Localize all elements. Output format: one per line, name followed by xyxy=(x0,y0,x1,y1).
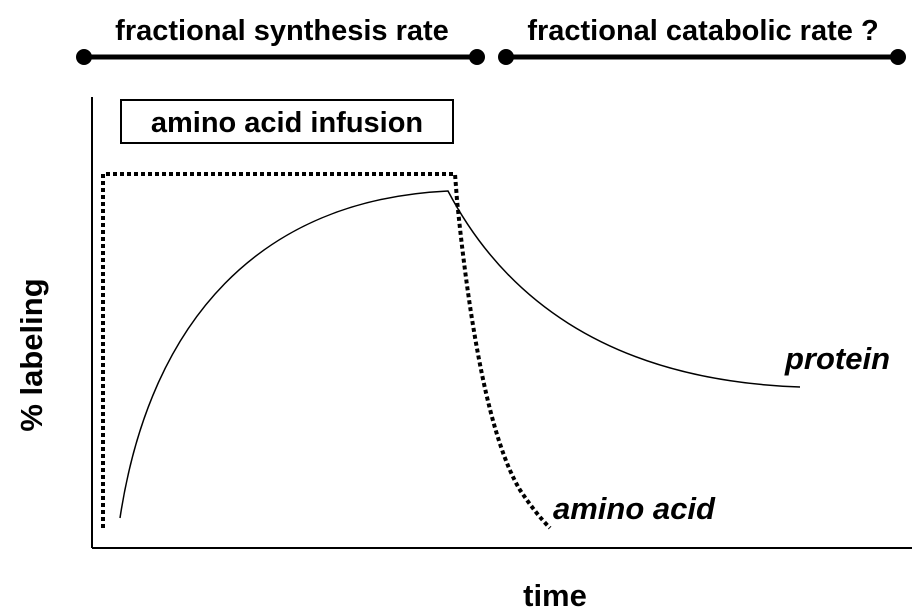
amino-acid-label: amino acid xyxy=(553,491,716,526)
protein-label: protein xyxy=(784,341,890,376)
infusion-box xyxy=(120,99,454,144)
right-header: fractional catabolic rate ? xyxy=(527,15,878,47)
infusion-label: amino acid infusion xyxy=(151,107,423,139)
protein-curve xyxy=(119,190,801,519)
left-header: fractional synthesis rate xyxy=(115,15,449,47)
amino-acid-curve xyxy=(101,172,552,530)
header-bars xyxy=(76,49,906,65)
x-axis-label: time xyxy=(523,578,587,611)
axes xyxy=(91,97,912,549)
y-axis-label: % labeling xyxy=(14,278,49,431)
